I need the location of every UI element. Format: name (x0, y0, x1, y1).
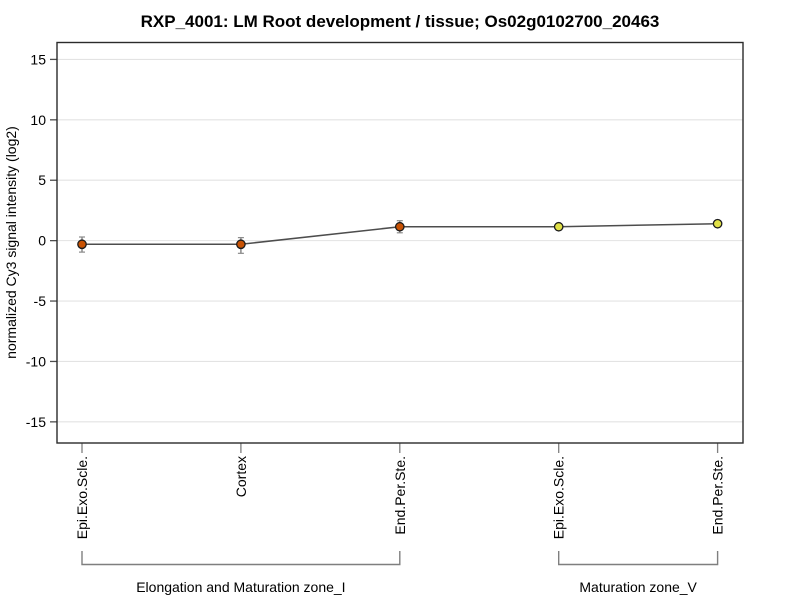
gridlines (57, 58, 743, 423)
data-point (236, 239, 246, 250)
group-bracket (558, 551, 719, 566)
data-series (77, 218, 723, 250)
data-point (712, 218, 723, 229)
x-tick-label: Epi.Exo.Scle. (551, 456, 567, 539)
group-label: Maturation zone_V (579, 579, 697, 595)
y-axis-label: normalized Cy3 signal intensity (log2) (3, 126, 19, 359)
x-tick-label: End.Per.Ste. (392, 456, 408, 535)
x-tick-label: Epi.Exo.Scle. (74, 456, 90, 539)
x-axis-ticks: Epi.Exo.Scle. Cortex End.Per.Ste. Epi.Exo.S… (74, 443, 726, 539)
group-brackets: Elongation and Maturation zone_I Maturati… (81, 551, 719, 595)
y-tick-label: 15 (30, 51, 46, 67)
x-tick-label: Cortex (233, 456, 249, 497)
plot-border (56, 41, 744, 444)
data-point (394, 221, 405, 232)
y-tick-label: -10 (26, 353, 46, 369)
y-tick-label: -15 (26, 414, 46, 430)
data-point (553, 221, 564, 232)
y-tick-label: 5 (38, 172, 46, 188)
y-axis-ticks: 15 10 5 0 -5 -10 -15 (26, 51, 57, 430)
y-tick-label: 0 (38, 233, 46, 249)
y-tick-label: 10 (30, 112, 46, 128)
chart-title: RXP_4001: LM Root development / tissue; … (141, 12, 660, 31)
y-tick-label: -5 (34, 293, 47, 309)
x-tick-label: End.Per.Ste. (710, 456, 726, 535)
data-point (77, 239, 87, 250)
group-bracket (81, 551, 401, 566)
group-label: Elongation and Maturation zone_I (136, 579, 345, 595)
